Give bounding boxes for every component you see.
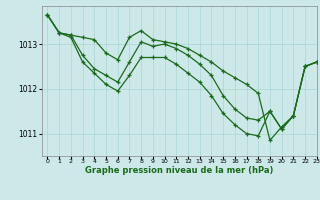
X-axis label: Graphe pression niveau de la mer (hPa): Graphe pression niveau de la mer (hPa) — [85, 166, 273, 175]
